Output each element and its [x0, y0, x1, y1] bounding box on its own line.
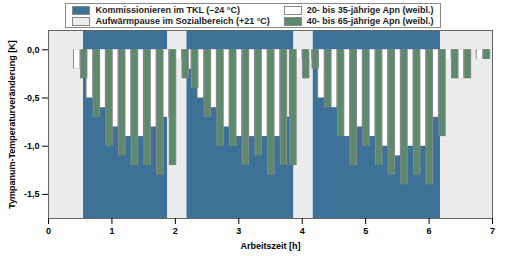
svg-text:-1,0: -1,0: [24, 141, 40, 151]
svg-text:0,0: 0,0: [27, 45, 40, 55]
svg-text:7: 7: [490, 226, 495, 236]
svg-text:Arbeitszeit [h]: Arbeitszeit [h]: [240, 241, 300, 251]
svg-text:3: 3: [236, 226, 241, 236]
svg-text:2: 2: [173, 226, 178, 236]
svg-text:4: 4: [300, 226, 305, 236]
html-text:Aufwärmpause im Sozialbereich: Aufwärmpause im Sozialbereich (+21 °C): [95, 16, 270, 26]
svg-text:-0,5: -0,5: [24, 93, 40, 103]
svg-text:Tympanum-Temperaturveränderung: Tympanum-Temperaturveränderung [K]: [7, 40, 17, 209]
svg-text:-1,5: -1,5: [24, 189, 40, 199]
svg-text:1: 1: [109, 226, 114, 236]
html-text:Kommissionieren im TKL (–24 °C: Kommissionieren im TKL (–24 °C): [95, 5, 240, 15]
svg-text:5: 5: [363, 226, 368, 236]
svg-text:6: 6: [427, 226, 432, 236]
html-text:20- bis 35-jährige Apn (weibl.: 20- bis 35-jährige Apn (weibl.): [306, 5, 434, 15]
svg-text:0: 0: [46, 226, 51, 236]
html-text:40- bis 65-jährige Apn (weibl.: 40- bis 65-jährige Apn (weibl.): [306, 16, 434, 26]
